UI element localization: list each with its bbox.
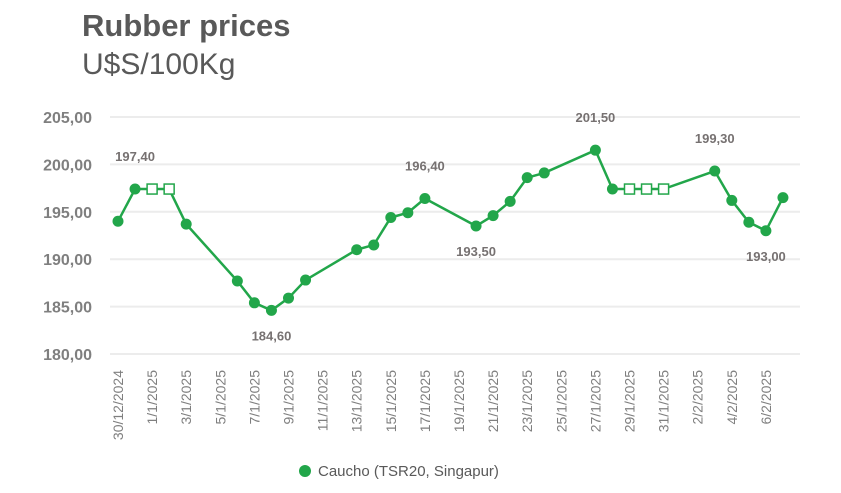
x-tick-label: 29/1/2025 [622,370,638,432]
legend-marker [299,465,311,477]
data-point [112,215,124,227]
data-point-hollow [163,183,175,195]
data-point [777,192,789,204]
data-point [726,194,738,206]
x-tick-label: 6/2/2025 [758,370,774,425]
x-tick-label: 1/1/2025 [144,370,160,425]
data-point [180,218,192,230]
y-tick-label: 200,00 [43,157,92,174]
data-point [521,172,533,184]
data-point [589,144,601,156]
x-tick-label: 27/1/2025 [587,370,603,432]
series-line [116,148,785,312]
x-tick-label: 31/1/2025 [656,370,672,432]
x-tick-label: 2/2/2025 [690,370,706,425]
x-tick-label: 5/1/2025 [212,370,228,425]
data-point [248,297,260,309]
y-tick-label: 190,00 [43,252,92,269]
y-tick-label: 180,00 [43,347,92,364]
legend: Caucho (TSR20, Singapur) [299,463,499,480]
x-tick-label: 15/1/2025 [383,370,399,432]
x-tick-label: 3/1/2025 [178,370,194,425]
x-tick-label: 7/1/2025 [246,370,262,425]
x-tick-label: 25/1/2025 [553,370,569,432]
x-tick-label: 13/1/2025 [349,370,365,432]
data-label: 201,50 [576,110,616,125]
x-tick-label: 17/1/2025 [417,370,433,432]
data-label: 193,50 [456,244,496,259]
y-axis: 180,00 185,00 190,00 195,00 200,00 205,00 [43,110,92,364]
y-tick-label: 195,00 [43,205,92,222]
x-axis: 30/12/2024 1/1/2025 3/1/2025 5/1/2025 7/1/20… [110,370,774,440]
legend-label: Caucho (TSR20, Singapur) [318,463,499,480]
data-point [419,193,431,205]
gridlines [110,116,800,355]
data-point [129,183,141,195]
series-caucho [112,144,789,316]
data-label: 199,30 [695,131,735,146]
y-tick-label: 205,00 [43,110,92,127]
data-label: 193,00 [746,249,786,264]
data-point-hollow [623,183,636,195]
data-point [385,211,397,223]
data-point-hollow [657,183,670,195]
x-tick-label: 23/1/2025 [519,370,535,432]
data-point [368,239,380,251]
chart-title: Rubber prices [82,8,291,43]
data-point [265,304,277,316]
data-point-hollow [640,183,653,195]
data-point [231,275,243,287]
data-point [300,274,312,286]
x-tick-label: 30/12/2024 [110,370,126,440]
x-tick-label: 11/1/2025 [315,370,331,431]
data-point [487,210,499,222]
data-point [709,165,721,177]
data-point [760,225,772,237]
data-point [402,207,414,219]
x-tick-label: 9/1/2025 [281,370,297,425]
x-tick-label: 21/1/2025 [485,370,501,432]
data-point [743,216,755,228]
data-point [351,244,363,256]
chart-subtitle: U$S/100Kg [82,48,236,81]
data-point [606,183,618,195]
data-point [504,195,516,207]
data-label: 197,40 [115,149,155,164]
x-tick-label: 4/2/2025 [724,370,740,425]
data-label: 184,60 [252,328,292,343]
y-tick-label: 185,00 [43,300,92,317]
data-point-hollow [146,183,158,195]
x-tick-label: 19/1/2025 [451,370,467,432]
data-labels: 197,40 184,60 196,40 193,50 201,50 199,30 193,… [115,110,786,343]
data-point [538,167,550,179]
data-point [470,220,482,232]
data-point [283,292,294,304]
data-label: 196,40 [405,159,445,174]
